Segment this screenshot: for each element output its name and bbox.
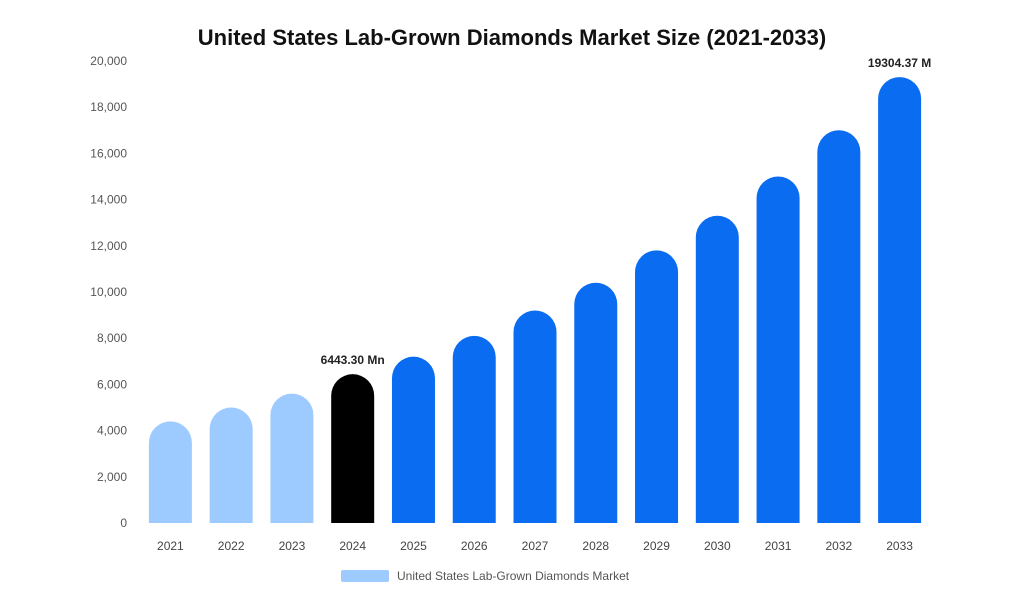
x-tick-label: 2032 bbox=[825, 539, 852, 553]
y-tick-label: 0 bbox=[120, 516, 127, 530]
bar-2021 bbox=[148, 421, 192, 523]
y-tick-label: 10,000 bbox=[90, 285, 127, 299]
y-tick-label: 6,000 bbox=[97, 377, 127, 391]
x-tick-label: 2024 bbox=[339, 539, 366, 553]
bar-2027 bbox=[513, 310, 557, 523]
bar-2022 bbox=[209, 407, 253, 523]
bar-2025 bbox=[391, 356, 435, 523]
legend-label: United States Lab-Grown Diamonds Market bbox=[397, 569, 630, 583]
x-tick-label: 2031 bbox=[765, 539, 792, 553]
y-tick-label: 12,000 bbox=[90, 239, 127, 253]
data-label-2033: 19304.37 M bbox=[868, 56, 931, 70]
x-tick-label: 2023 bbox=[279, 539, 306, 553]
legend-swatch bbox=[341, 570, 389, 582]
x-tick-label: 2033 bbox=[886, 539, 913, 553]
bar-2026 bbox=[452, 335, 496, 523]
bar-2029 bbox=[635, 250, 679, 523]
y-tick-label: 14,000 bbox=[90, 193, 127, 207]
y-tick-label: 16,000 bbox=[90, 146, 127, 160]
x-tick-label: 2022 bbox=[218, 539, 245, 553]
x-tick-label: 2029 bbox=[643, 539, 670, 553]
x-tick-label: 2021 bbox=[157, 539, 184, 553]
y-tick-label: 8,000 bbox=[97, 331, 127, 345]
x-tick-label: 2028 bbox=[582, 539, 609, 553]
chart-title: United States Lab-Grown Diamonds Market … bbox=[198, 25, 826, 50]
bars bbox=[148, 77, 922, 524]
y-tick-label: 4,000 bbox=[97, 424, 127, 438]
x-axis: 2021 2022 2023 2024 2025 2026 2027 2028 2029 2030… bbox=[157, 539, 913, 553]
bar-2031 bbox=[756, 176, 800, 523]
y-axis: 0 2,000 4,000 6,000 8,000 10,000 12,000 14,000 1… bbox=[90, 54, 127, 530]
bar-2033 bbox=[878, 77, 922, 523]
bar-2024 bbox=[331, 374, 375, 523]
x-tick-label: 2026 bbox=[461, 539, 488, 553]
y-tick-label: 18,000 bbox=[90, 100, 127, 114]
y-tick-label: 2,000 bbox=[97, 470, 127, 484]
x-tick-label: 2027 bbox=[522, 539, 549, 553]
x-tick-label: 2030 bbox=[704, 539, 731, 553]
bar-2032 bbox=[817, 130, 861, 524]
y-tick-label: 20,000 bbox=[90, 54, 127, 68]
x-tick-label: 2025 bbox=[400, 539, 427, 553]
data-labels: 6443.30 Mn 19304.37 M bbox=[321, 56, 932, 367]
data-label-2024: 6443.30 Mn bbox=[321, 353, 385, 367]
bar-2028 bbox=[574, 282, 618, 523]
bar-2023 bbox=[270, 393, 314, 523]
legend: United States Lab-Grown Diamonds Market bbox=[341, 569, 630, 583]
bar-2030 bbox=[695, 215, 739, 523]
